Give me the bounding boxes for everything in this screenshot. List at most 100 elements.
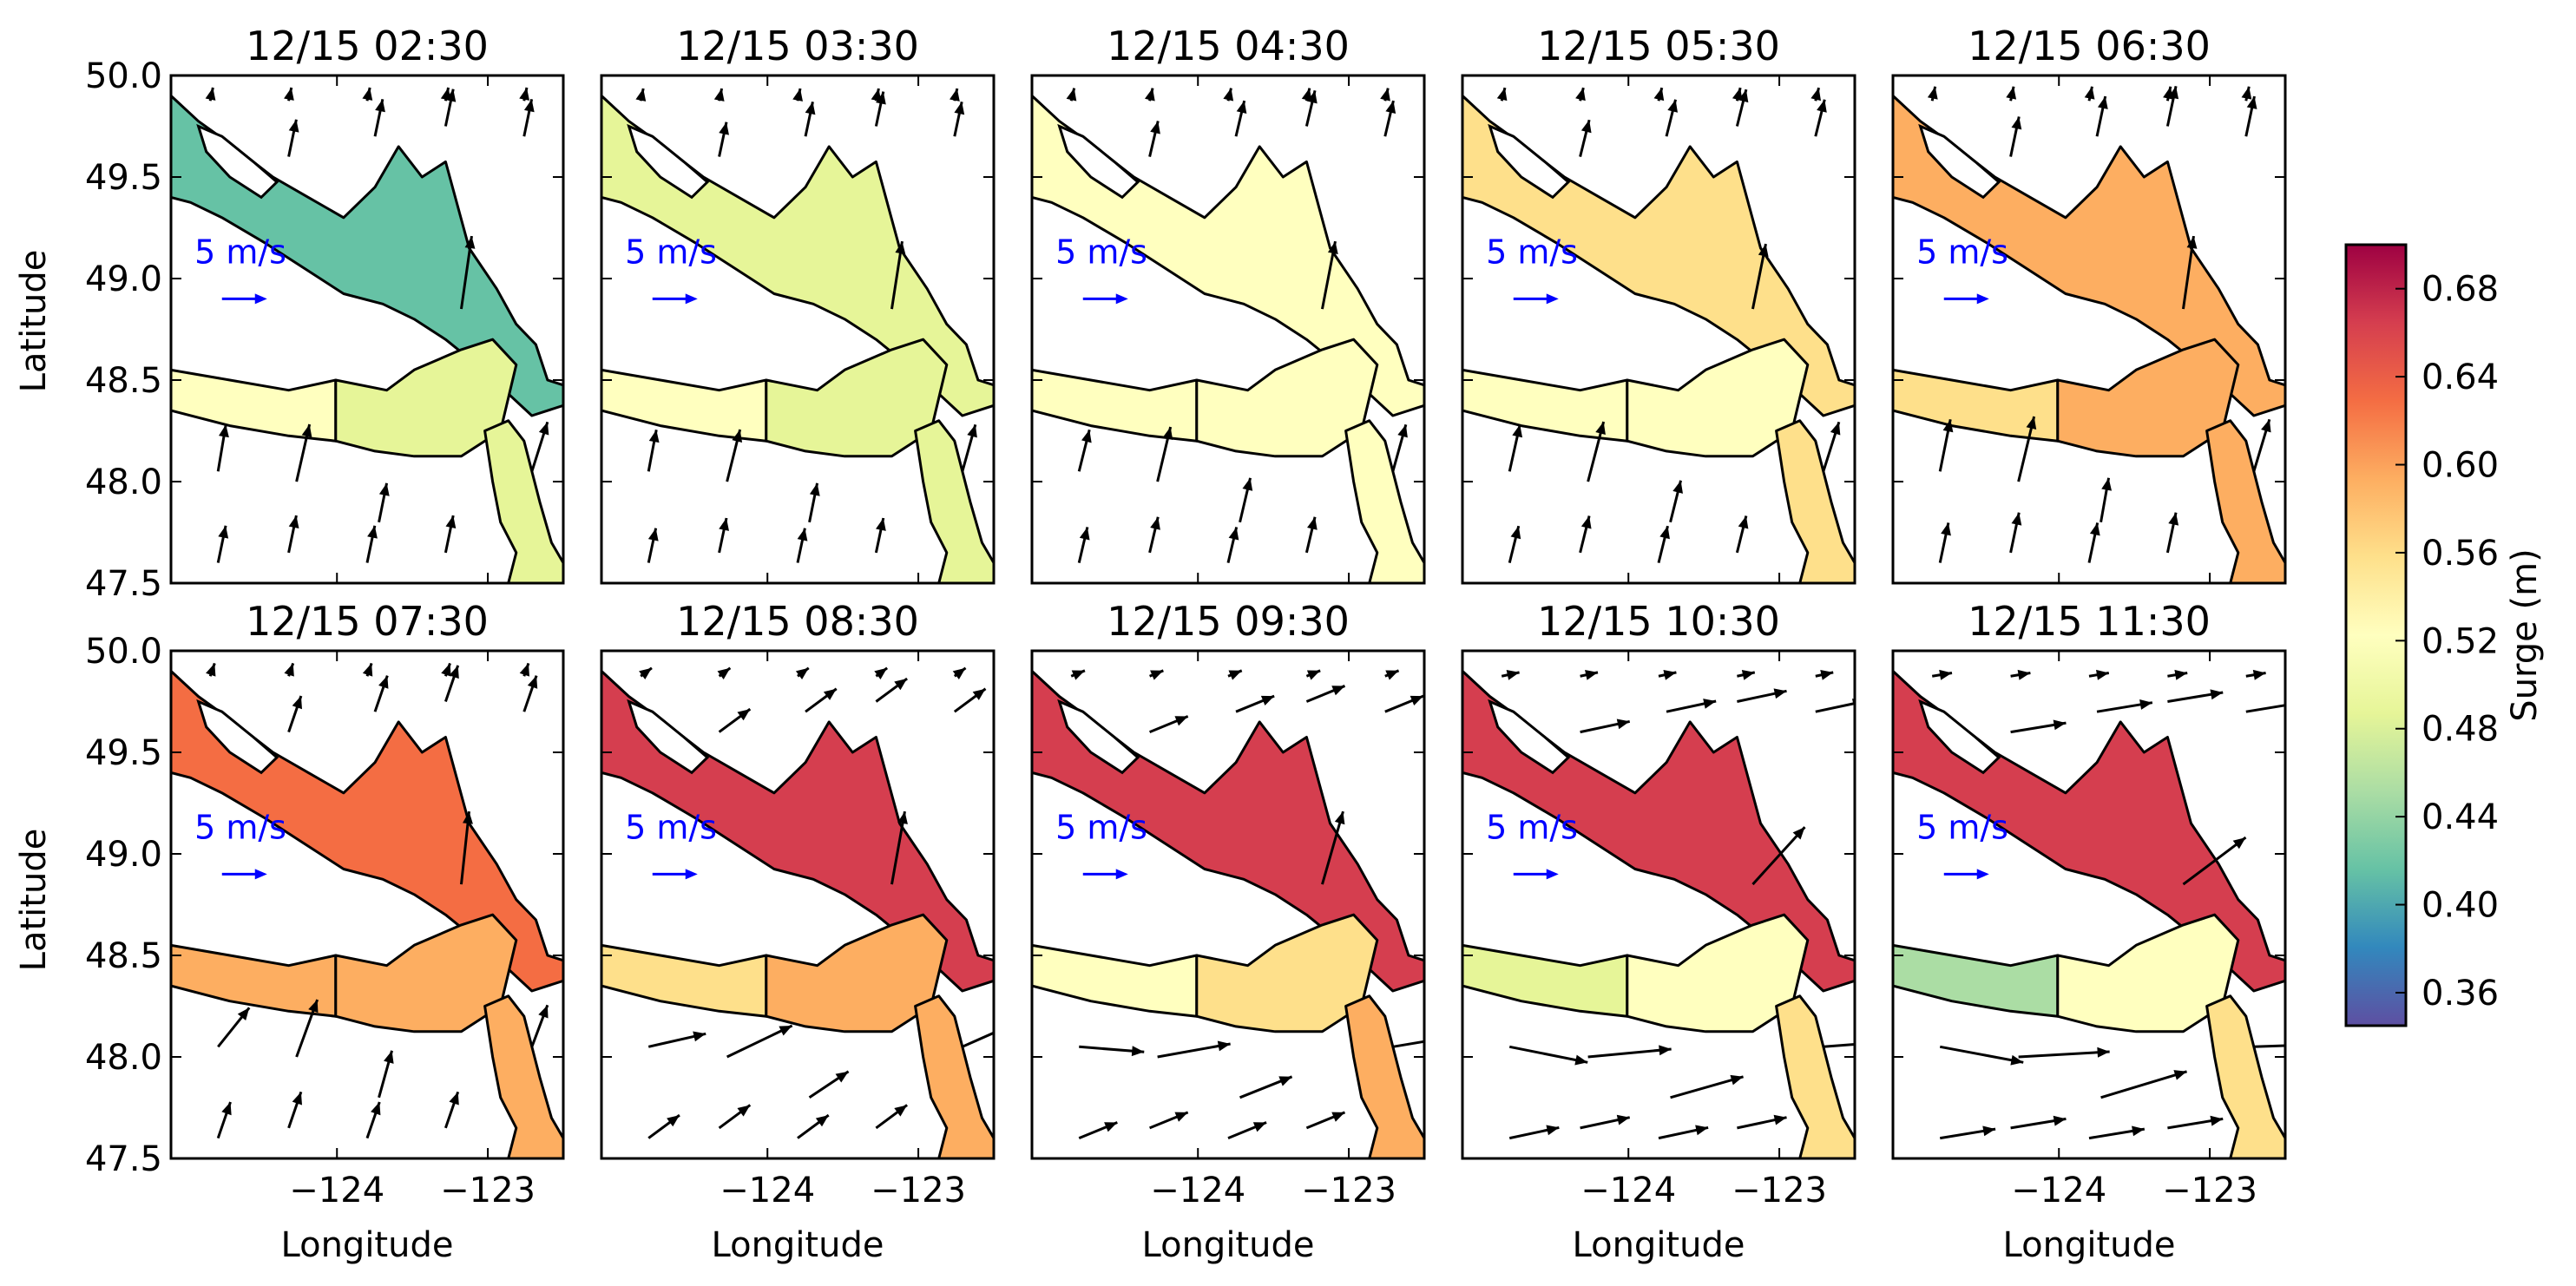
wind-arrow-head [288, 515, 299, 528]
scale-arrow-head [685, 293, 698, 305]
wind-arrow-small-head [1380, 88, 1390, 102]
wind-arrow-head [378, 482, 390, 496]
wind-arrow [1157, 1042, 1231, 1059]
wind-arrow-head [1738, 515, 1749, 529]
panel-3: 5 m/s 12/15 04:30 [1030, 23, 1426, 585]
panel-8: 5 m/s 12/15 09:30 −124 −123 Longitude [1030, 598, 1456, 1265]
scale-label: 5 m/s [194, 808, 286, 846]
surge-region-juan-de-fuca-east [334, 338, 518, 458]
panel-map [1893, 651, 2302, 1158]
wind-arrow-head [538, 1005, 549, 1019]
panel-map [171, 651, 563, 1158]
wind-arrow [1823, 1043, 1855, 1048]
wind-arrow-small-head [440, 87, 451, 101]
panel-map [601, 651, 994, 1158]
colorbar-ticks: 0.36 0.40 0.44 0.48 0.52 0.56 0.60 0.64 0.68 [2395, 270, 2499, 1014]
wind-arrow-small-head [441, 663, 451, 677]
scale-arrow-head [1546, 293, 1559, 305]
wind-arrow-head [1941, 522, 1951, 536]
wind-arrow-head [2232, 837, 2246, 850]
y-tick-label: 49.0 [85, 835, 162, 875]
wind-arrow-head [1260, 695, 1275, 705]
wind-arrow-head [1442, 1033, 1456, 1044]
scale-label: 5 m/s [1916, 233, 2008, 271]
wind-arrow-head [1236, 101, 1247, 115]
wind-arrow-small-head [2096, 669, 2109, 680]
wind-arrow-head [1580, 120, 1592, 134]
wind-arrow-head [384, 1050, 394, 1064]
wind-arrow-head [2289, 699, 2302, 710]
panel-title: 12/15 05:30 [1537, 23, 1780, 69]
wind-arrow [962, 1031, 994, 1048]
wind-arrow-head [1667, 99, 1679, 113]
wind-arrow-small-head [717, 667, 731, 679]
wind-arrow-small-head [1575, 88, 1586, 102]
colorbar-tick-label: 0.52 [2422, 621, 2499, 661]
surge-region-puget-sound [1775, 419, 1855, 583]
island [1488, 699, 1571, 775]
wind-arrow-small-head [1820, 669, 1834, 680]
wind-arrow-head [667, 1115, 680, 1127]
panel-frame [600, 649, 996, 1160]
scale-label: 5 m/s [625, 808, 717, 846]
panel-title: 12/15 08:30 [676, 598, 919, 645]
wind-arrow-head [1792, 827, 1805, 840]
island [627, 123, 710, 200]
panel-map [1462, 75, 1855, 583]
wind-arrow-small-head [795, 667, 809, 679]
wind-arrow [1670, 1075, 1744, 1099]
wind-arrow-head [1150, 121, 1160, 135]
wind-arrow-head [2026, 417, 2037, 430]
island [1488, 123, 1571, 200]
wind-arrow-head [308, 1000, 319, 1014]
wind-arrow-head [2210, 1115, 2224, 1126]
x-tick-label: −124 [1580, 1171, 1676, 1211]
island [196, 123, 279, 200]
panel-frame [1891, 74, 2287, 585]
wind-arrow-small-head [362, 663, 373, 677]
wind-arrow-head [237, 1007, 250, 1020]
wind-arrow-head [1616, 1114, 1630, 1125]
wind-arrow-head [538, 422, 549, 436]
wind-arrow-small-head [2017, 669, 2031, 680]
wind-arrow-head [221, 1102, 232, 1116]
colorbar-label: Surge (m) [2505, 548, 2545, 721]
wind-arrow [1815, 702, 1855, 713]
wind-arrow-head [1659, 526, 1670, 540]
wind-arrow-head [1830, 422, 1841, 436]
wind-arrow-small-head [1741, 669, 1755, 680]
scale-arrow-head [1976, 293, 1989, 305]
wind-arrow-small-head [519, 663, 530, 677]
wind-arrow-head [823, 688, 837, 700]
wind-arrow-small-head [2006, 86, 2017, 100]
wind-arrow-head [527, 675, 538, 689]
y-tick-label: 48.5 [85, 361, 162, 401]
y-tick-label: 47.5 [85, 564, 162, 604]
y-tick-label: 48.0 [85, 463, 162, 502]
colorbar-tick-label: 0.36 [2422, 974, 2499, 1014]
wind-arrow-small-head [205, 87, 216, 101]
x-tick-label: −123 [440, 1171, 536, 1211]
wind-arrow-head [967, 424, 977, 438]
scale-label: 5 m/s [1916, 808, 2008, 846]
wind-arrow-small-head [1066, 88, 1077, 102]
surge-region-puget-sound [2205, 419, 2285, 583]
panel-5: 5 m/s 12/15 06:30 [1891, 23, 2287, 585]
colorbar-tick-label: 0.68 [2422, 270, 2499, 310]
panel-map [171, 75, 563, 583]
x-tick-label: −123 [2162, 1171, 2257, 1211]
panel-title: 12/15 07:30 [246, 598, 489, 645]
wind-arrow-head [2261, 419, 2271, 433]
wind-arrow-small-head [1385, 670, 1399, 680]
axis-labels: Latitude Latitude [14, 250, 54, 972]
colorbar-tick-label: 0.48 [2422, 710, 2499, 750]
wind-arrow [2253, 1044, 2285, 1048]
wind-arrow-small-head [639, 667, 652, 679]
wind-arrow-head [1758, 244, 1769, 258]
wind-arrow-small-head [2174, 669, 2188, 680]
panel-grid: 5 m/s 12/15 02:30 50.0 49.5 49.0 48.5 48.0 47.5… [85, 23, 2302, 1265]
wind-arrow-small-head [519, 87, 530, 101]
panel-frame [600, 74, 996, 585]
wind-arrow-small-head [952, 667, 966, 679]
